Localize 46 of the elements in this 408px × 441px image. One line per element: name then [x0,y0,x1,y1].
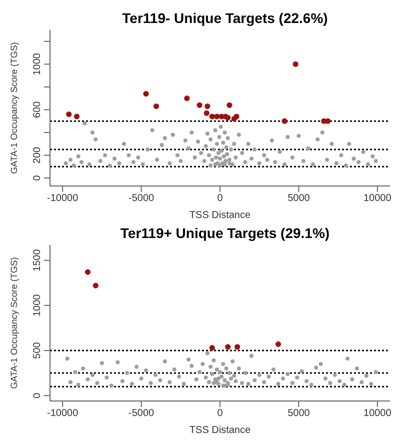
x-tick-label: 5000 [288,408,310,420]
point [275,341,282,347]
point [325,118,331,124]
point [66,111,72,118]
chart-title: Ter119+ Unique Targets (29.1%) [119,225,331,241]
point [282,118,288,124]
chart-title: Ter119- Unique Targets (22.6%) [121,10,329,26]
x-tick-label: 0 [217,408,224,420]
y-axis-title: GATA-1 Occupancy Score (TGS) [9,42,20,174]
y-tick-label: 1500 [32,248,43,272]
y-tick-label: 0 [32,174,43,181]
x-tick-label: 0 [217,193,224,204]
point [92,282,98,288]
point [184,96,190,102]
x-tick-label: -10000 [47,408,79,420]
x-axis-title: TSS Distance [189,425,251,436]
y-tick-label: 500 [32,342,43,359]
point [225,114,231,120]
x-tick-label: -10000 [47,193,79,204]
point [143,90,149,97]
point [209,114,215,120]
point [292,61,298,67]
point [84,269,91,275]
point [225,344,231,350]
point [214,114,220,120]
x-tick-label: -5000 [128,408,155,420]
x-tick-label: 10000 [364,408,392,420]
y-axis-title: GATA-1 Occupancy Score (TGS) [9,257,20,389]
x-axis-title: TSS Distance [189,210,251,221]
point [204,110,210,116]
y-tick-label: 600 [32,100,43,118]
x-tick-label: 10000 [364,193,392,204]
point [209,345,215,351]
point [234,114,240,120]
y-tick-label: 0 [32,392,43,398]
y-tick-label: 1000 [32,294,43,317]
x-tick-label: 5000 [288,193,310,204]
point [226,102,232,108]
point [234,344,240,350]
x-tick-label: -5000 [128,193,155,204]
point [204,103,210,110]
point [196,102,202,108]
y-tick-label: 200 [32,146,43,164]
point [74,114,80,120]
point [153,103,160,110]
y-tick-label: 1000 [32,52,43,76]
